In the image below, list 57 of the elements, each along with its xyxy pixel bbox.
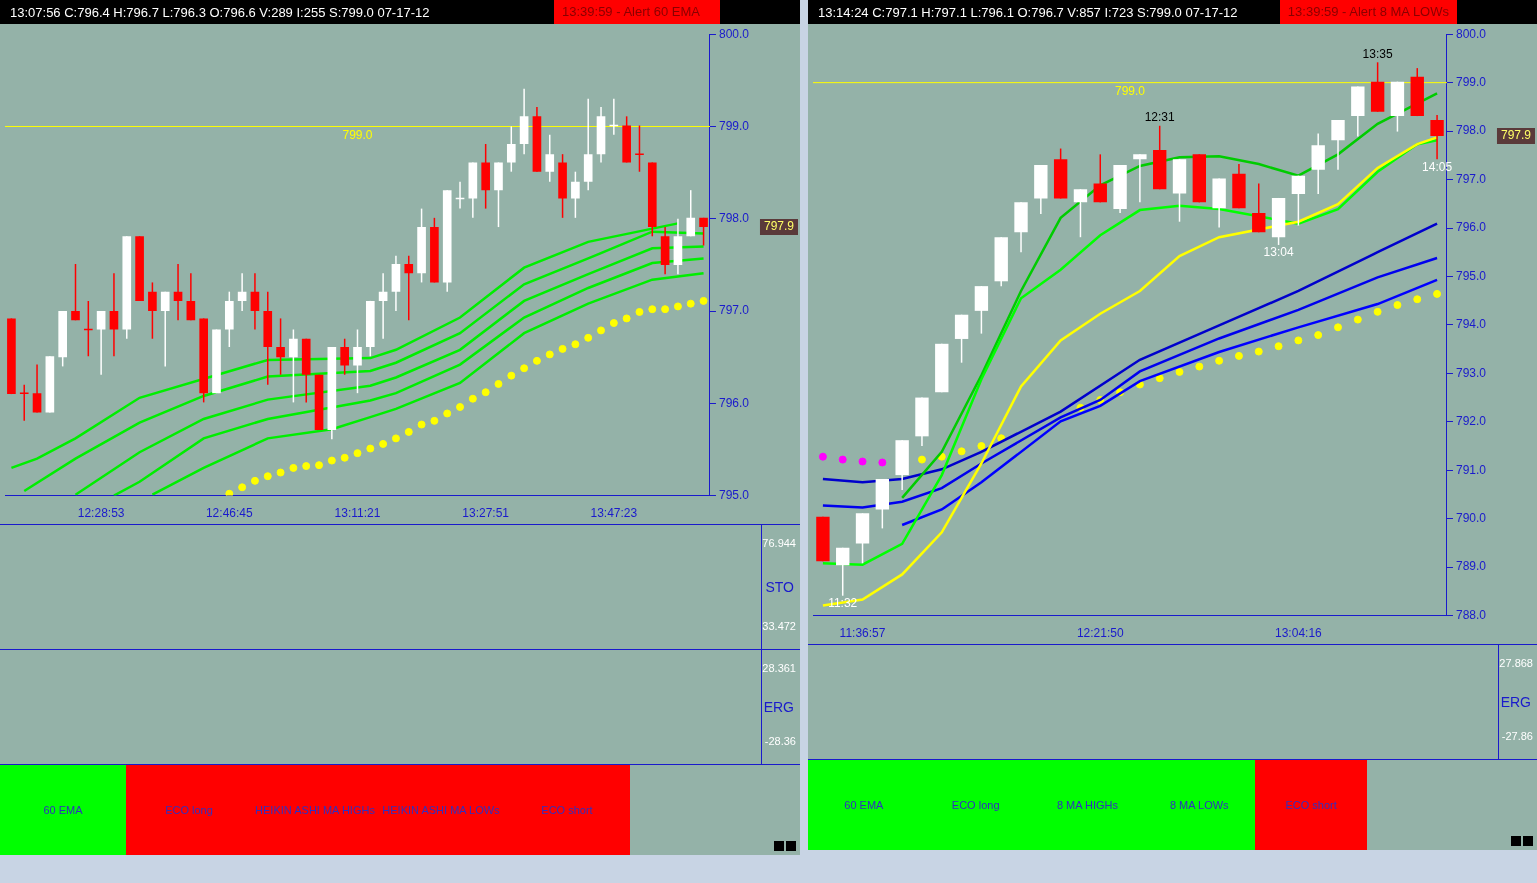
y-tick-label: 792.0 bbox=[1455, 414, 1487, 429]
y-tick-label: 800.0 bbox=[718, 26, 750, 41]
text: 76.944 bbox=[762, 537, 796, 549]
y-tick-label: 795.0 bbox=[718, 487, 750, 502]
x-tick-label: 13:47:23 bbox=[590, 506, 638, 521]
text: 797.9 bbox=[763, 219, 795, 234]
y-tick-label: 796.0 bbox=[718, 395, 750, 410]
x-tick-label: 13:11:21 bbox=[334, 506, 381, 521]
category-label: ECO short bbox=[1285, 799, 1337, 811]
text: -28.36 bbox=[764, 735, 796, 747]
x-tick-label: 11:36:57 bbox=[839, 626, 886, 641]
category-label: 60 EMA bbox=[43, 804, 83, 816]
y-tick-label: 800.0 bbox=[1455, 26, 1487, 41]
annotation: 12:31 bbox=[1144, 110, 1176, 125]
chart-title: 13:07:56 C:796.4 H:796.7 L:796.3 O:796.6 V:289 I:255 S:799.0 07-17-12 bbox=[9, 4, 431, 20]
y-tick-label: 793.0 bbox=[1455, 365, 1487, 380]
text: ERG bbox=[763, 698, 794, 715]
y-tick-label: 798.0 bbox=[1455, 123, 1487, 138]
category-label: 8 MA LOWs bbox=[1169, 799, 1229, 811]
ref-line-label: 799.0 bbox=[1114, 83, 1146, 98]
category-label: HEIKIN ASHI MA HIGHs bbox=[255, 804, 375, 816]
x-tick-label: 13:04:16 bbox=[1275, 626, 1323, 641]
ref-line-label: 799.0 bbox=[342, 127, 373, 142]
y-tick-label: 799.0 bbox=[1455, 74, 1487, 89]
category-label: ECO long bbox=[165, 804, 213, 816]
y-tick-label: 795.0 bbox=[1455, 268, 1487, 283]
y-tick-label: 799.0 bbox=[718, 118, 750, 133]
category-label: HEIKIN ASHI MA LOWs bbox=[382, 804, 500, 816]
chart-title: 13:14:24 C:797.1 H:797.1 L:796.1 O:796.7 V:857 I:723 S:799.0 07-17-12 bbox=[817, 4, 1239, 20]
y-tick-label: 797.0 bbox=[1455, 171, 1487, 186]
annotation: 13:35 bbox=[1362, 46, 1393, 61]
y-tick-label: 791.0 bbox=[1455, 462, 1487, 477]
y-tick-label: 790.0 bbox=[1455, 511, 1487, 526]
x-tick-label: 13:27:51 bbox=[462, 506, 510, 521]
category-label: ECO short bbox=[541, 804, 593, 816]
chart-subtitle: 13:39:59 - Alert 60 EMA bbox=[554, 0, 720, 24]
category-label: 60 EMA bbox=[844, 799, 884, 811]
y-tick-label: 794.0 bbox=[1455, 317, 1487, 332]
y-tick-label: 796.0 bbox=[1455, 220, 1487, 235]
category-label: ECO long bbox=[951, 799, 1000, 811]
text: 797.9 bbox=[1500, 128, 1532, 143]
y-tick-label: 788.0 bbox=[1455, 607, 1487, 622]
category-label: 8 MA HIGHs bbox=[1056, 799, 1119, 811]
y-tick-label: 797.0 bbox=[718, 303, 750, 318]
x-tick-label: 12:28:53 bbox=[77, 506, 125, 521]
text: 27.868 bbox=[1499, 657, 1533, 669]
x-tick-label: 12:46:45 bbox=[205, 506, 253, 521]
x-tick-label: 12:21:50 bbox=[1076, 626, 1124, 641]
text: ERG bbox=[1500, 693, 1531, 710]
text: 28.361 bbox=[762, 662, 796, 674]
text: 33.472 bbox=[762, 620, 796, 632]
text: -27.86 bbox=[1501, 730, 1533, 742]
annotation: 13:04 bbox=[1263, 245, 1294, 260]
chart-subtitle: 13:39:59 - Alert 8 MA LOWs bbox=[1279, 0, 1457, 24]
y-tick-label: 798.0 bbox=[718, 211, 750, 226]
text: STO bbox=[765, 578, 794, 595]
y-tick-label: 789.0 bbox=[1455, 559, 1487, 574]
